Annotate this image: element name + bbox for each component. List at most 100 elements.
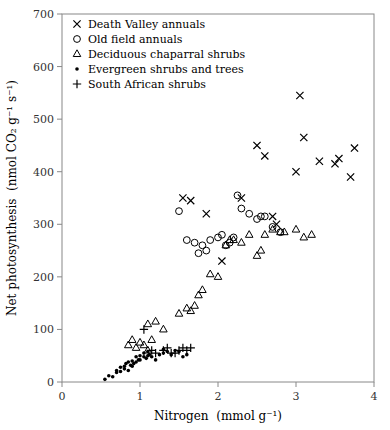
point	[219, 231, 226, 238]
y-tick	[57, 171, 62, 172]
legend-label: Deciduous chaparral shrubs	[88, 48, 246, 61]
y-tick	[57, 119, 62, 120]
point	[176, 208, 183, 215]
point	[142, 351, 146, 355]
y-tick-label: 0	[47, 376, 54, 389]
point	[111, 375, 115, 379]
legend: Death Valley annualsOld field annualsDec…	[73, 18, 246, 91]
point	[140, 341, 148, 348]
x-tick	[374, 382, 375, 387]
y-tick	[57, 276, 62, 277]
plot-frame	[62, 14, 374, 382]
point	[134, 355, 138, 359]
y-axis-label: Net photosynthesis (nmol CO₂ g⁻¹ s⁻¹)	[5, 80, 19, 316]
legend-label: Death Valley annuals	[88, 18, 206, 31]
series	[176, 192, 284, 257]
x-tick	[62, 382, 63, 387]
point	[206, 270, 214, 277]
point	[230, 236, 238, 243]
point	[107, 374, 111, 378]
point	[187, 197, 194, 204]
point	[214, 273, 222, 280]
legend-symbol	[73, 20, 80, 27]
x-tick	[140, 382, 141, 387]
point	[277, 228, 285, 235]
point	[154, 358, 158, 362]
legend-symbol	[74, 36, 81, 43]
point	[261, 152, 268, 159]
point	[179, 194, 186, 201]
y-tick-label: 600	[33, 61, 54, 74]
y-tick-label: 400	[33, 166, 54, 179]
point	[269, 225, 277, 232]
point	[245, 231, 253, 238]
point	[207, 237, 214, 244]
point	[144, 320, 152, 327]
point	[261, 231, 269, 238]
point	[292, 225, 300, 232]
point	[127, 360, 131, 364]
legend-label: Evergreen shrubs and trees	[88, 63, 244, 76]
point	[335, 155, 342, 162]
chart: 012340100200300400500600700Nitrogen (mmo…	[0, 0, 390, 430]
point	[119, 365, 123, 369]
point	[140, 325, 148, 333]
legend-symbol	[73, 80, 81, 88]
point	[128, 336, 136, 343]
x-tick-label: 2	[215, 390, 222, 403]
y-tick-label: 300	[33, 218, 54, 231]
series	[125, 225, 316, 353]
point	[261, 213, 268, 220]
point	[181, 355, 185, 359]
point	[127, 369, 131, 373]
point	[253, 142, 260, 149]
x-tick-label: 3	[293, 390, 300, 403]
point	[226, 236, 234, 243]
point	[238, 205, 245, 212]
y-tick-label: 200	[33, 271, 54, 284]
x-tick-label: 1	[137, 390, 144, 403]
y-tick	[57, 66, 62, 67]
y-tick	[57, 329, 62, 330]
point	[300, 134, 307, 141]
point	[175, 309, 183, 316]
y-tick-label: 500	[33, 113, 54, 126]
point	[138, 358, 142, 362]
point	[292, 168, 299, 175]
x-axis-label: Nitrogen (mmol g⁻¹)	[154, 409, 282, 423]
point	[296, 92, 303, 99]
point	[148, 336, 156, 343]
point	[331, 160, 338, 167]
point	[191, 302, 199, 309]
point	[218, 257, 225, 264]
x-tick	[296, 382, 297, 387]
legend-symbol	[73, 50, 81, 57]
point	[187, 344, 195, 352]
point	[257, 246, 265, 253]
point	[191, 239, 198, 246]
x-tick-label: 0	[59, 390, 66, 403]
point	[199, 286, 207, 293]
y-tick-label: 700	[33, 8, 54, 21]
y-tick	[57, 14, 62, 15]
point	[347, 173, 354, 180]
point	[246, 210, 253, 217]
point	[160, 325, 168, 332]
plot-area	[103, 92, 358, 381]
x-tick	[218, 382, 219, 387]
point	[308, 231, 316, 238]
point	[269, 213, 276, 220]
point	[150, 355, 154, 359]
y-tick-label: 100	[33, 323, 54, 336]
point	[238, 238, 246, 245]
series	[140, 325, 195, 357]
point	[195, 250, 202, 257]
y-tick	[57, 224, 62, 225]
point	[138, 354, 142, 358]
legend-label: South African shrubs	[88, 78, 206, 91]
point	[203, 210, 210, 217]
series	[103, 348, 189, 382]
point	[152, 317, 160, 324]
point	[183, 237, 190, 244]
point	[234, 192, 241, 199]
